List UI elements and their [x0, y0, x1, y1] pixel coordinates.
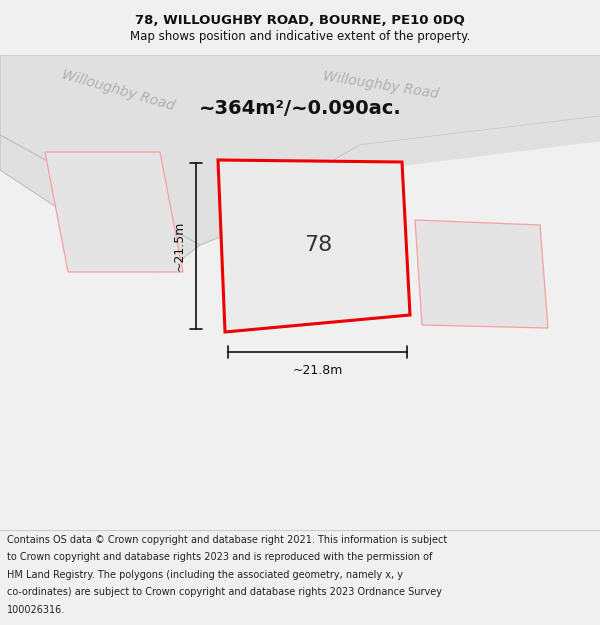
Polygon shape	[255, 115, 600, 230]
Polygon shape	[45, 152, 183, 272]
Text: Willoughby Road: Willoughby Road	[322, 69, 440, 101]
Text: Willoughby Road: Willoughby Road	[60, 67, 176, 113]
Text: 100026316.: 100026316.	[7, 605, 65, 615]
Text: ~21.5m: ~21.5m	[173, 221, 186, 271]
Text: 78, WILLOUGHBY ROAD, BOURNE, PE10 0DQ: 78, WILLOUGHBY ROAD, BOURNE, PE10 0DQ	[135, 14, 465, 27]
Text: to Crown copyright and database rights 2023 and is reproduced with the permissio: to Crown copyright and database rights 2…	[7, 552, 433, 562]
Text: 78: 78	[304, 235, 332, 255]
Text: co-ordinates) are subject to Crown copyright and database rights 2023 Ordnance S: co-ordinates) are subject to Crown copyr…	[7, 588, 442, 598]
Text: ~21.8m: ~21.8m	[292, 364, 343, 377]
Polygon shape	[0, 55, 600, 245]
Polygon shape	[0, 135, 200, 272]
Text: Contains OS data © Crown copyright and database right 2021. This information is : Contains OS data © Crown copyright and d…	[7, 535, 448, 545]
Polygon shape	[218, 160, 410, 332]
Polygon shape	[415, 220, 548, 328]
Text: HM Land Registry. The polygons (including the associated geometry, namely x, y: HM Land Registry. The polygons (includin…	[7, 570, 403, 580]
Text: ~364m²/~0.090ac.: ~364m²/~0.090ac.	[199, 99, 401, 118]
Text: Map shows position and indicative extent of the property.: Map shows position and indicative extent…	[130, 30, 470, 43]
